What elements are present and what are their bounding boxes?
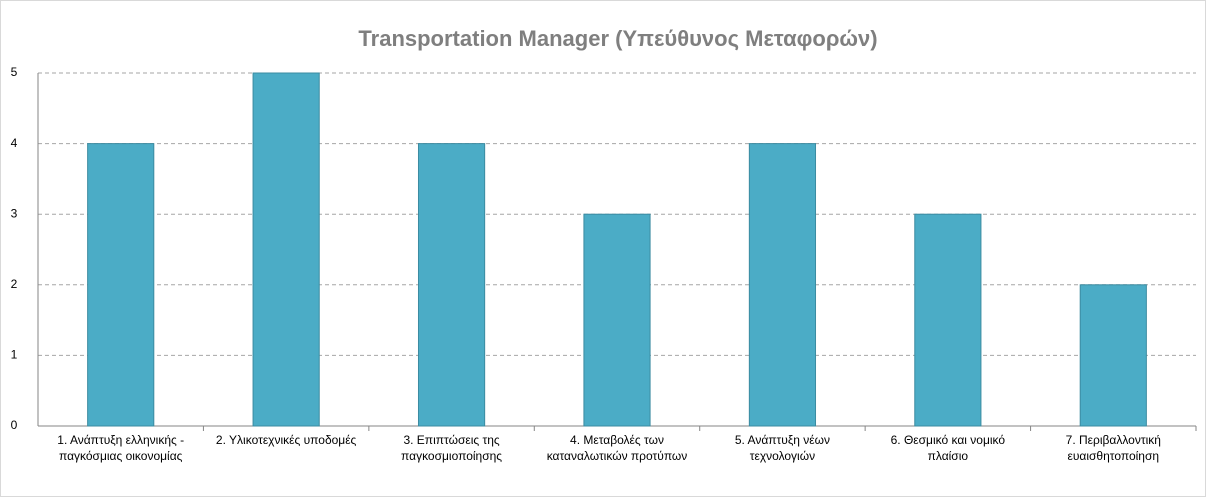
bar [583,213,651,427]
y-tick-label: 1 [11,348,18,362]
bar [1079,284,1147,427]
bar [252,72,320,427]
y-tick-label: 0 [11,418,18,432]
bar [914,213,982,427]
y-tick-label: 3 [11,206,18,220]
bar [748,143,817,427]
x-tick-label: 6. Θεσμικό και νομικό πλαίσιο [890,433,1006,463]
x-tick-label: 4. Μεταβολές των καταναλωτικών προτύπων [546,433,688,463]
y-tick-label: 2 [11,277,18,291]
x-tick-label: 3. Επιπτώσεις της παγκοσμιοποίησης [401,433,503,463]
y-tick-label: 4 [11,136,18,150]
x-tick-label: 1. Ανάπτυξη ελληνικής - παγκόσμιας οικον… [57,433,185,463]
bar [417,143,486,427]
x-tick-label: 2. Υλικοτεχνικές υποδομές [215,433,357,447]
y-tick-label: 5 [11,65,18,79]
chart-title: Transportation Manager (Υπεύθυνος Μεταφο… [358,26,877,51]
bar [87,143,155,427]
x-tick-label: 5. Ανάπτυξη νέων τεχνολογιών [734,433,830,463]
x-tick-label: 7. Περιβαλλοντική ευαισθητοποίηση [1065,433,1161,463]
